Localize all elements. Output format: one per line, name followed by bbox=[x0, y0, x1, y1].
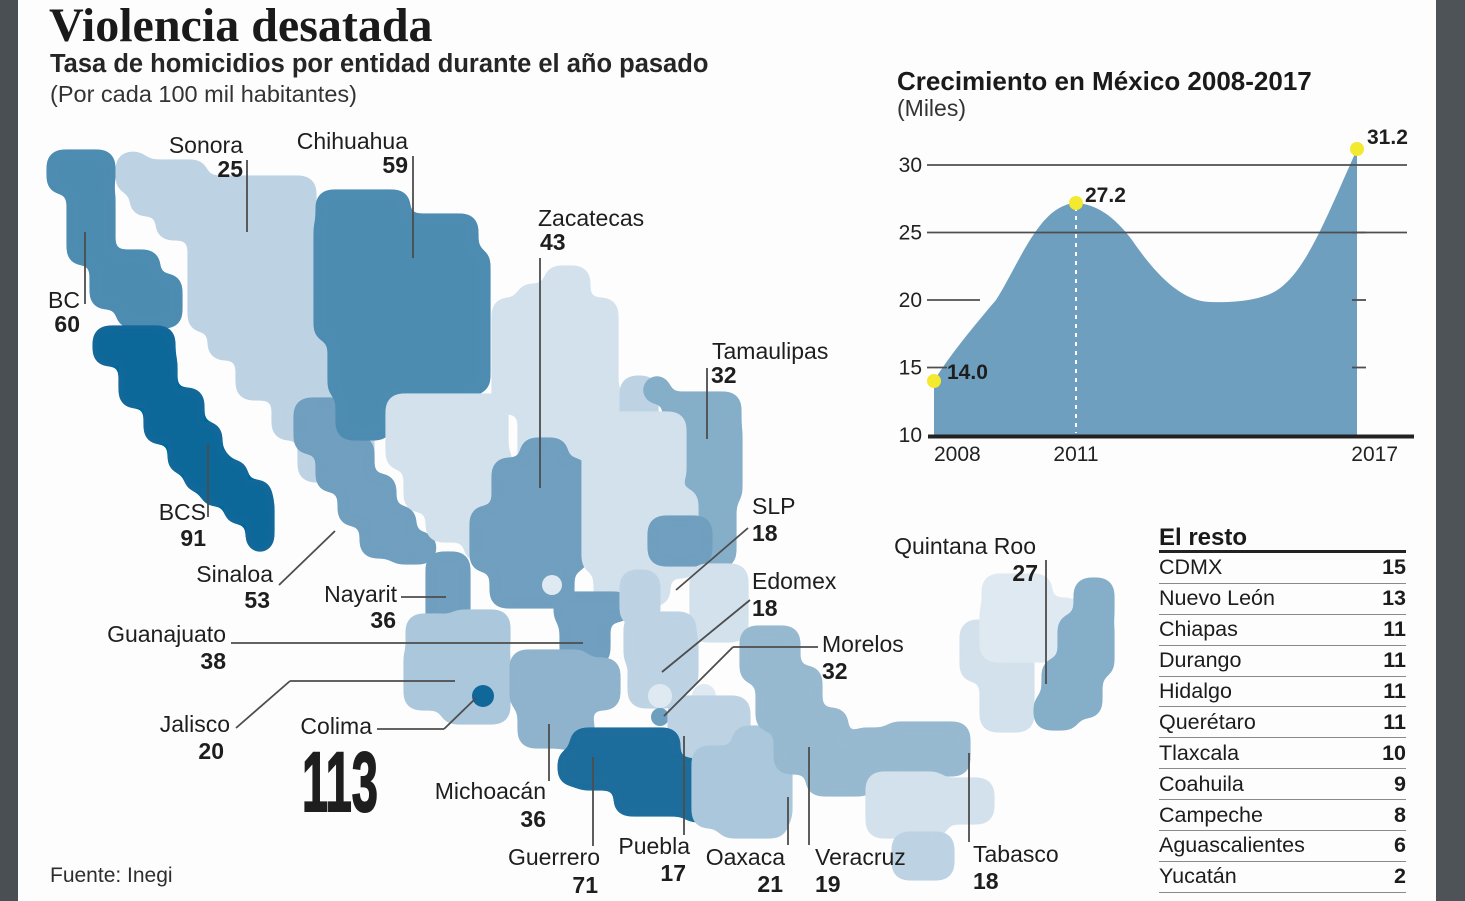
svg-text:Tamaulipas: Tamaulipas bbox=[712, 338, 828, 364]
svg-text:14.0: 14.0 bbox=[947, 361, 988, 384]
svg-text:Tabasco: Tabasco bbox=[973, 841, 1059, 867]
svg-text:Edomex: Edomex bbox=[752, 568, 837, 594]
svg-text:SLP: SLP bbox=[752, 493, 795, 519]
svg-text:15: 15 bbox=[899, 357, 922, 380]
svg-text:BC: BC bbox=[48, 287, 80, 313]
svg-text:25: 25 bbox=[899, 222, 922, 245]
svg-text:60: 60 bbox=[54, 311, 80, 337]
svg-text:19: 19 bbox=[815, 871, 841, 897]
svg-text:18: 18 bbox=[752, 520, 778, 546]
svg-text:Sinaloa: Sinaloa bbox=[196, 561, 273, 587]
svg-text:Colima: Colima bbox=[300, 713, 372, 739]
svg-text:113: 113 bbox=[302, 736, 378, 830]
svg-text:20: 20 bbox=[198, 738, 224, 764]
svg-text:59: 59 bbox=[382, 152, 408, 178]
svg-text:18: 18 bbox=[752, 595, 778, 621]
svg-text:10: 10 bbox=[899, 424, 922, 447]
svg-text:Chihuahua: Chihuahua bbox=[297, 128, 408, 154]
svg-text:18: 18 bbox=[973, 868, 999, 894]
svg-text:Zacatecas: Zacatecas bbox=[538, 205, 644, 231]
svg-text:Guanajuato: Guanajuato bbox=[107, 621, 226, 647]
svg-text:36: 36 bbox=[370, 607, 396, 633]
svg-text:31.2: 31.2 bbox=[1367, 126, 1408, 149]
svg-text:Oaxaca: Oaxaca bbox=[706, 844, 785, 870]
svg-text:91: 91 bbox=[180, 525, 206, 551]
svg-text:BCS: BCS bbox=[159, 499, 206, 525]
svg-text:38: 38 bbox=[200, 648, 226, 674]
svg-text:2017: 2017 bbox=[1351, 443, 1398, 466]
svg-text:36: 36 bbox=[520, 806, 546, 832]
svg-text:2008: 2008 bbox=[934, 443, 981, 466]
svg-text:21: 21 bbox=[757, 871, 783, 897]
svg-text:Puebla: Puebla bbox=[618, 833, 690, 859]
svg-text:71: 71 bbox=[572, 872, 598, 898]
svg-text:43: 43 bbox=[540, 229, 566, 255]
svg-text:Nayarit: Nayarit bbox=[324, 581, 397, 607]
svg-text:Veracruz: Veracruz bbox=[815, 844, 906, 870]
svg-text:Quintana Roo: Quintana Roo bbox=[894, 533, 1036, 559]
svg-text:Morelos: Morelos bbox=[822, 631, 904, 657]
svg-text:Jalisco: Jalisco bbox=[160, 711, 230, 737]
svg-text:Guerrero: Guerrero bbox=[508, 844, 600, 870]
svg-text:32: 32 bbox=[711, 362, 737, 388]
svg-text:25: 25 bbox=[217, 156, 243, 182]
svg-text:27.2: 27.2 bbox=[1085, 184, 1126, 207]
svg-text:2011: 2011 bbox=[1053, 443, 1098, 466]
svg-text:32: 32 bbox=[822, 658, 848, 684]
svg-text:30: 30 bbox=[899, 154, 922, 177]
svg-text:53: 53 bbox=[244, 587, 270, 613]
svg-text:Michoacán: Michoacán bbox=[435, 778, 546, 804]
svg-text:17: 17 bbox=[660, 860, 686, 886]
svg-text:Sonora: Sonora bbox=[169, 132, 243, 158]
svg-text:27: 27 bbox=[1012, 560, 1038, 586]
svg-text:20: 20 bbox=[899, 289, 922, 312]
